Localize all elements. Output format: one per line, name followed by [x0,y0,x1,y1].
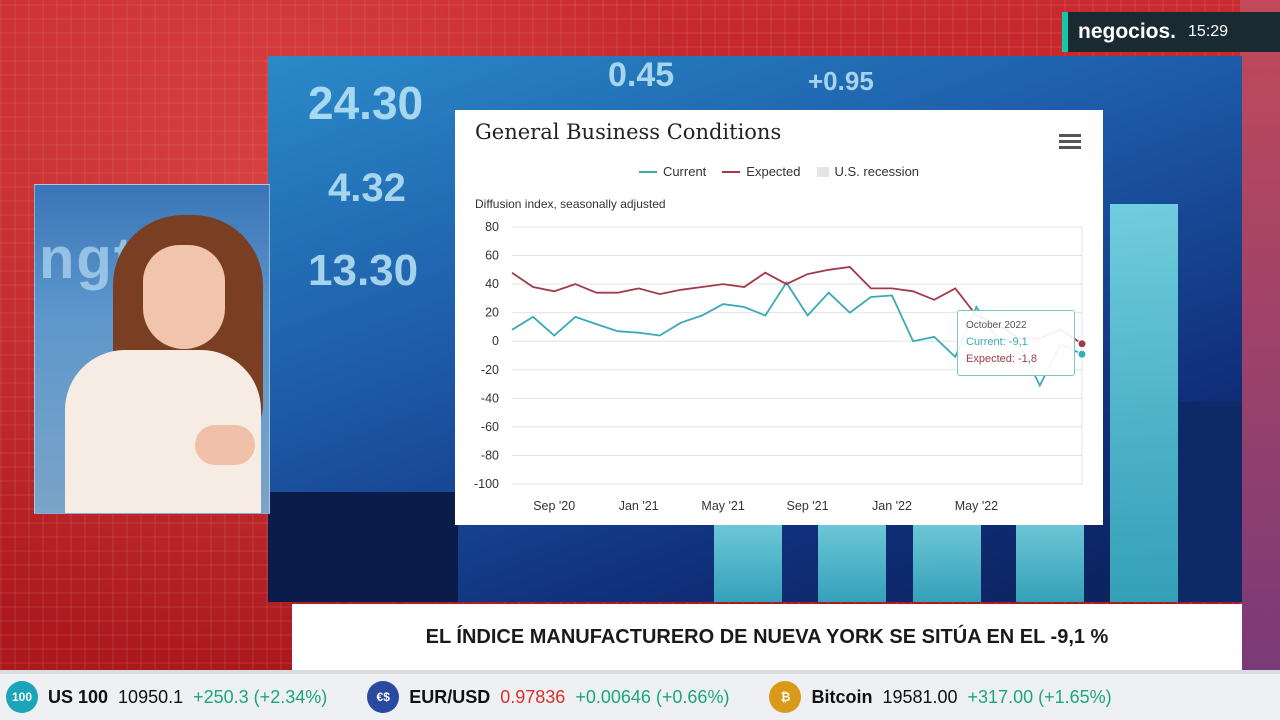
chart-title: General Business Conditions [475,120,782,144]
series-point-expected [1077,339,1087,349]
y-tick-label: 80 [485,220,499,234]
screen-bar [1110,204,1178,602]
legend-item-recession[interactable]: U.S. recession [816,164,920,179]
ticker-item: 100 US 100 10950.1 +250.3 (+2.34%) [6,681,327,713]
market-ticker: 100 US 100 10950.1 +250.3 (+2.34%) €$ EUR/USD… [0,674,1280,720]
legend-label: Current [662,164,707,179]
screen-number: 24.30 [308,77,424,129]
x-tick-label: Jan '22 [872,499,912,513]
channel-logo: negocios. [1078,20,1177,43]
y-tick-label: 40 [485,277,499,291]
ticker-price: 0.97836 [500,686,566,707]
screen-bar [714,522,782,602]
legend-item-expected[interactable]: Expected [722,164,801,179]
legend-swatch [638,170,657,173]
tooltip-current: Current: -9,1 [966,336,1028,348]
studio-side-panel [1240,0,1280,670]
city-silhouette [268,492,458,602]
ticker-price: 19581.00 [882,686,958,707]
y-axis-label: Diffusion index, seasonally adjusted [475,197,666,211]
legend-swatch [816,166,829,177]
screen-number: 4.32 [328,166,406,210]
ticker-price: 10950.1 [118,686,184,707]
x-tick-label: Jan '21 [619,499,659,513]
ticker-item: €$ EUR/USD 0.97836 +0.00646 (+0.66%) [367,681,729,713]
x-tick-label: Sep '21 [787,499,829,513]
series-point-current [1077,349,1087,359]
screen-number: 13.30 [308,246,419,295]
tooltip-date: October 2022 [966,320,1027,331]
y-tick-label: 0 [492,334,499,348]
chart-plot: 80 60 40 20 0 -20 -40 -60 -80 -100 Sep '20 Jan '21 M… [474,220,1087,513]
ticker-change: +0.00646 (+0.66%) [575,686,730,707]
city-silhouette [1178,402,1242,602]
ticker-change: +250.3 (+2.34%) [193,686,328,707]
hamburger-menu-icon[interactable] [1059,134,1081,150]
legend-label: U.S. recession [834,164,920,179]
y-tick-label: -40 [481,391,499,405]
y-tick-label: -80 [481,448,499,462]
clock: 15:29 [1188,23,1229,40]
ticker-asset-icon: ₿ [769,681,802,713]
chart-legend: Current Expected U.S. recession [455,164,1103,179]
x-tick-label: May '22 [955,499,998,513]
screen-number: +0.95 [808,66,874,96]
legend-swatch [722,170,741,173]
y-tick-label: -20 [481,363,499,377]
ticker-change: +317.00 (+1.65%) [967,686,1112,707]
y-tick-label: -100 [474,477,499,491]
ticker-item: ₿ Bitcoin 19581.00 +317.00 (+1.65%) [769,681,1112,713]
screen-number: 0.45 [608,56,675,94]
x-tick-label: May '21 [701,499,744,513]
y-tick-label: 20 [485,306,499,320]
ticker-asset-icon: 100 [6,681,38,713]
screen-bar [913,522,981,602]
presenter-video: ngtoo [34,184,270,514]
legend-label: Expected [746,164,801,179]
x-tick-label: Sep '20 [533,499,575,513]
chart-tooltip: October 2022 Current: -9,1 Expected: -1,… [957,310,1075,376]
headline-banner: EL ÍNDICE MANUFACTURERO DE NUEVA YORK SE… [292,604,1242,670]
ticker-divider [0,670,1280,674]
presenter-hand [195,425,255,465]
headline-text: EL ÍNDICE MANUFACTURERO DE NUEVA YORK SE… [425,625,1109,648]
screen-bar [1016,522,1084,602]
ticker-name: EUR/USD [409,686,491,707]
ticker-name: Bitcoin [811,686,873,707]
screen-bar [818,522,886,602]
presenter-face [143,245,225,349]
tooltip-expected: Expected: -1,8 [966,353,1037,365]
legend-item-current[interactable]: Current [638,164,707,179]
ticker-asset-icon: €$ [367,681,400,713]
chart-card: General Business Conditions Current Expe… [455,110,1103,525]
y-tick-label: 60 [485,249,499,263]
ticker-name: US 100 [48,686,109,707]
channel-brand: negocios. 15:29 [1062,12,1280,52]
y-tick-label: -60 [481,420,499,434]
